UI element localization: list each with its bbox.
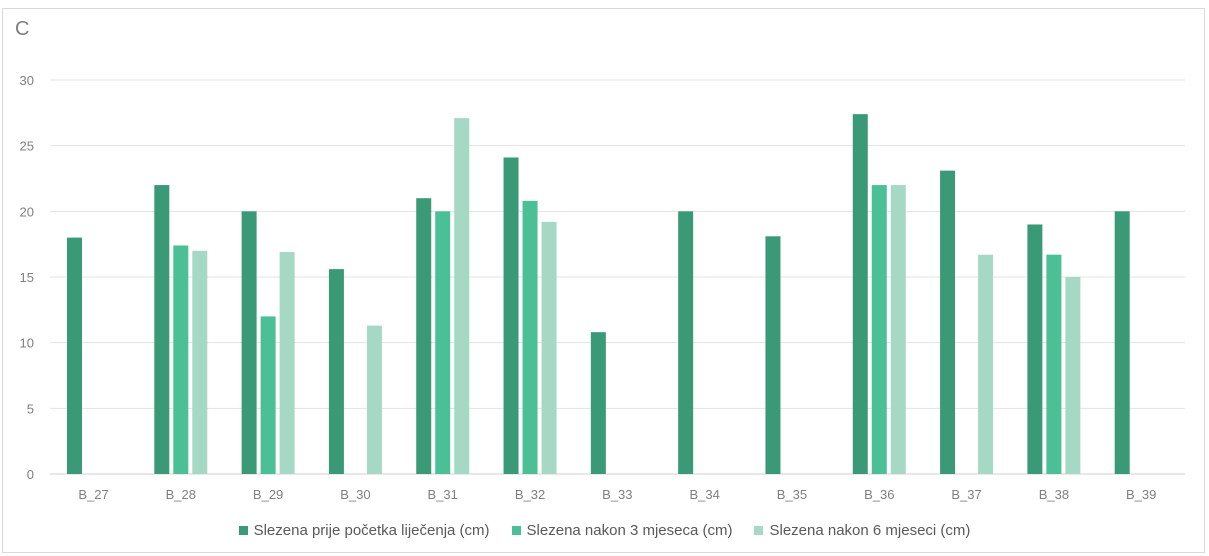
bar-B_29-series-1 (241, 211, 257, 475)
y-tick-label: 15 (20, 270, 34, 285)
bar-B_29-series-2 (260, 316, 276, 474)
y-tick-label: 5 (27, 401, 34, 416)
legend-item: Slezena nakon 6 mjeseci (cm) (754, 522, 970, 539)
bar-B_36-series-3 (890, 185, 906, 475)
x-tick-label: B_28 (166, 487, 196, 502)
legend-item: Slezena nakon 3 mjeseca (cm) (511, 522, 733, 539)
panel-label: C (15, 18, 30, 40)
bar-B_37-series-3 (978, 254, 994, 474)
x-tick-label: B_36 (864, 487, 894, 502)
bar-B_31-series-1 (416, 198, 432, 474)
legend-swatch (754, 526, 764, 535)
y-tick-label: 30 (20, 73, 34, 88)
y-tick-label: 0 (27, 467, 34, 482)
gridlines (50, 79, 1185, 475)
bar-B_39-series-1 (1114, 211, 1130, 475)
x-axis-ticks: B_27 B_28 B_29 B_30 B_31 B_32 B_33 B_34 B_35 B_36… (78, 487, 1156, 502)
bar-B_38-series-3 (1065, 277, 1081, 474)
bar-B_31-series-3 (454, 118, 470, 474)
bar-B_29-series-3 (279, 252, 295, 474)
x-tick-label: B_32 (515, 487, 545, 502)
legend-label: Slezena nakon 3 mjeseca (cm) (526, 522, 733, 539)
legend-swatch (238, 526, 248, 535)
x-tick-label: B_38 (1039, 487, 1069, 502)
y-tick-label: 10 (20, 336, 34, 351)
bar-B_32-series-2 (522, 200, 538, 474)
legend-item: Slezena prije početka liječenja (cm) (238, 522, 490, 539)
x-tick-label: B_34 (689, 487, 719, 502)
bar-B_27-series-1 (67, 237, 82, 474)
bar-B_28-series-3 (192, 250, 208, 474)
x-tick-label: B_27 (78, 487, 108, 502)
y-tick-label: 25 (20, 139, 34, 154)
x-tick-label: B_30 (340, 487, 370, 502)
x-tick-label: B_33 (602, 487, 632, 502)
legend: Slezena prije početka liječenja (cm) Slez… (0, 522, 1209, 539)
x-tick-label: B_35 (777, 487, 807, 502)
bar-B_38-series-1 (1027, 224, 1043, 474)
x-tick-label: B_37 (951, 487, 981, 502)
legend-label: Slezena nakon 6 mjeseci (cm) (769, 522, 971, 539)
y-tick-label: 20 (20, 204, 34, 219)
bar-B_33-series-1 (590, 332, 606, 474)
legend-swatch (511, 526, 521, 535)
bar-B_34-series-1 (678, 211, 694, 475)
bar-B_35-series-1 (765, 236, 781, 474)
bar-B_36-series-1 (852, 114, 868, 474)
legend-label: Slezena prije početka liječenja (cm) (253, 522, 490, 539)
y-axis-ticks: 0 5 10 15 20 25 30 (20, 73, 34, 482)
bar-B_28-series-1 (154, 185, 170, 475)
bar-B_32-series-1 (503, 157, 519, 474)
bar-B_31-series-2 (435, 211, 451, 475)
bar-B_28-series-2 (173, 245, 189, 474)
bar-B_30-series-3 (366, 325, 382, 474)
bar-B_36-series-2 (871, 185, 887, 475)
bars (67, 114, 1130, 475)
x-tick-label: B_29 (253, 487, 283, 502)
bar-B_38-series-2 (1046, 254, 1062, 474)
bar-B_30-series-1 (328, 269, 344, 474)
bar-B_32-series-3 (541, 221, 557, 474)
x-tick-label: B_31 (428, 487, 458, 502)
bar-B_37-series-1 (940, 170, 956, 474)
x-tick-label: B_39 (1126, 487, 1156, 502)
